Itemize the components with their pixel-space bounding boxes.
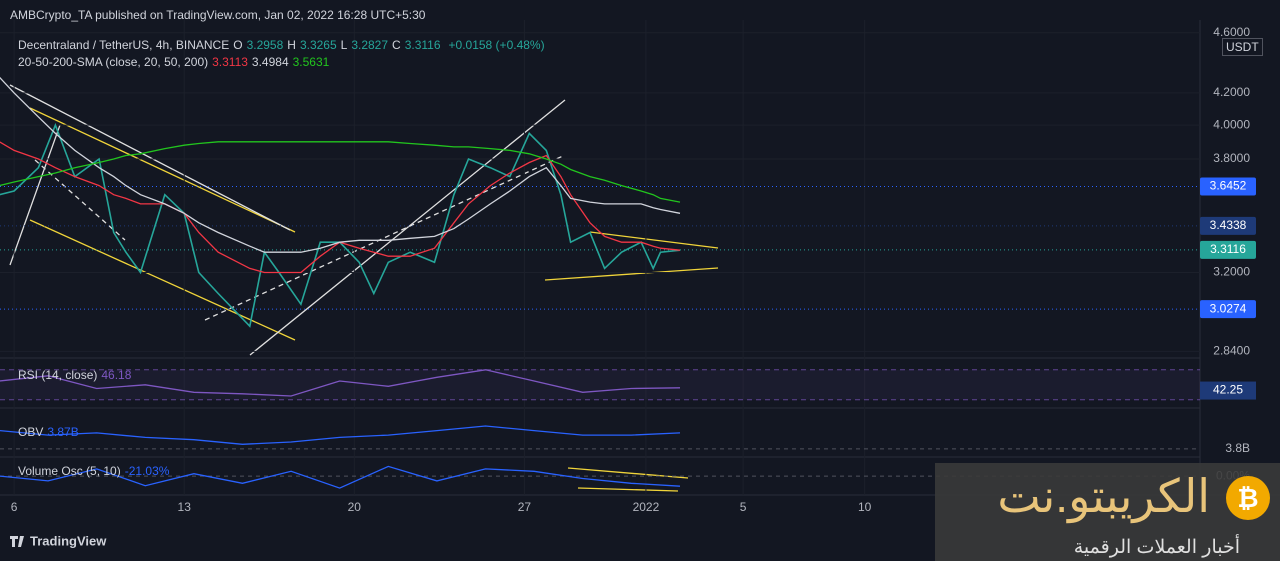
x-tick-label: 27	[518, 500, 532, 514]
price-label: 3.4338	[1210, 218, 1247, 232]
bitcoin-symbol: ₿	[1237, 483, 1258, 513]
ohlc-key: H	[287, 38, 296, 52]
sma-value: 3.4984	[251, 55, 289, 69]
obv-last: 3.87B	[47, 425, 79, 439]
series-line	[0, 465, 681, 489]
y-tick-label: 4.6000	[1213, 25, 1250, 39]
trend-line	[29, 107, 296, 233]
series-line	[0, 369, 681, 397]
vol-last: -21.03%	[124, 464, 170, 478]
header: AMBCrypto_TA published on TradingView.co…	[10, 8, 426, 22]
ohlc: O 3.2958 H 3.3265 L 3.2827 C 3.3116	[233, 38, 444, 52]
price-label: 3.0274	[1210, 301, 1247, 315]
symbol-title: Decentraland / TetherUS, 4h, BINANCE	[18, 38, 230, 52]
y-tick-label: 4.2000	[1213, 85, 1250, 99]
price-label-box	[1200, 177, 1256, 196]
rsi-last: 46.18	[101, 368, 132, 382]
channel-line	[9, 124, 61, 266]
ohlc-key: C	[392, 38, 401, 52]
divergence-line	[577, 487, 679, 492]
rsi-legend: RSI (14, close) 46.18	[18, 368, 135, 382]
ohlc-key: L	[340, 38, 348, 52]
watermark-tagline: أخبار العملات الرقمية	[1074, 533, 1240, 558]
series-line	[0, 122, 681, 328]
watermark-name: الكريبتو.نت	[997, 470, 1210, 524]
x-tick-label: 2022	[633, 500, 660, 514]
axis-unit: USDT	[1222, 38, 1263, 56]
obv-title: OBV	[18, 425, 44, 439]
triangle-line	[589, 231, 719, 249]
channel-mid	[204, 154, 566, 321]
ohlc-value: 3.3116	[404, 38, 441, 52]
y-tick-label: 2.8400	[1213, 344, 1250, 358]
indicator: 20-50-200-SMA (close, 20, 50, 200)	[18, 55, 209, 69]
rsi-band-fill	[0, 369, 1200, 400]
sma-value: 3.3113	[212, 55, 248, 69]
footer-brand: TradingView	[30, 533, 107, 548]
x-tick-label: 13	[178, 500, 192, 514]
price-label-box	[1200, 216, 1256, 235]
series-line	[0, 76, 681, 253]
y-tick-label: 3.2000	[1213, 265, 1250, 279]
x-tick-label: 5	[740, 500, 747, 514]
sma-value: 3.5631	[292, 55, 330, 69]
vol-title: Volume Osc (5, 10)	[18, 464, 121, 478]
ohlc-value: 3.2958	[246, 38, 284, 52]
price-label-box	[1200, 240, 1256, 259]
bitcoin-icon	[1226, 476, 1270, 520]
rsi-title: RSI (14, close)	[18, 368, 98, 382]
ohlc-value: 3.3265	[299, 38, 337, 52]
x-tick-label: 20	[348, 500, 362, 514]
x-tick-label: 10	[858, 500, 872, 514]
x-tick-label: 6	[11, 500, 18, 514]
series-line	[0, 141, 681, 203]
change: +0.0158 (+0.48%)	[448, 38, 545, 52]
footer-logo	[10, 536, 24, 547]
obv-legend: OBV 3.87B	[18, 425, 83, 439]
y-tick-label: 3.8B	[1225, 441, 1250, 455]
y-tick-label: 4.0000	[1213, 117, 1250, 131]
channel-line	[9, 84, 291, 231]
price-label: 3.3116	[1210, 242, 1246, 256]
rsi-ma-label: 42.25	[1213, 383, 1243, 397]
price-label-box	[1200, 300, 1256, 319]
watermark-box	[935, 463, 1280, 561]
sma-values: 3.3113 3.4984 3.5631	[212, 55, 333, 69]
y-tick-label: 3.8000	[1213, 151, 1250, 165]
channel-mid	[34, 159, 126, 241]
triangle-line	[544, 267, 719, 281]
ohlc-key: O	[233, 38, 243, 52]
series-line	[0, 141, 681, 274]
ohlc-value: 3.2827	[351, 38, 389, 52]
price-label: 3.6452	[1210, 179, 1247, 193]
vol-legend: Volume Osc (5, 10) -21.03%	[18, 464, 173, 478]
main-legend: Decentraland / TetherUS, 4h, BINANCE O 3.2…	[18, 38, 549, 52]
sma-legend: 20-50-200-SMA (close, 20, 50, 200) 3.3113…	[18, 55, 337, 69]
channel-line	[249, 99, 566, 356]
series-line	[0, 425, 681, 445]
rsi-ma-box	[1200, 381, 1256, 400]
